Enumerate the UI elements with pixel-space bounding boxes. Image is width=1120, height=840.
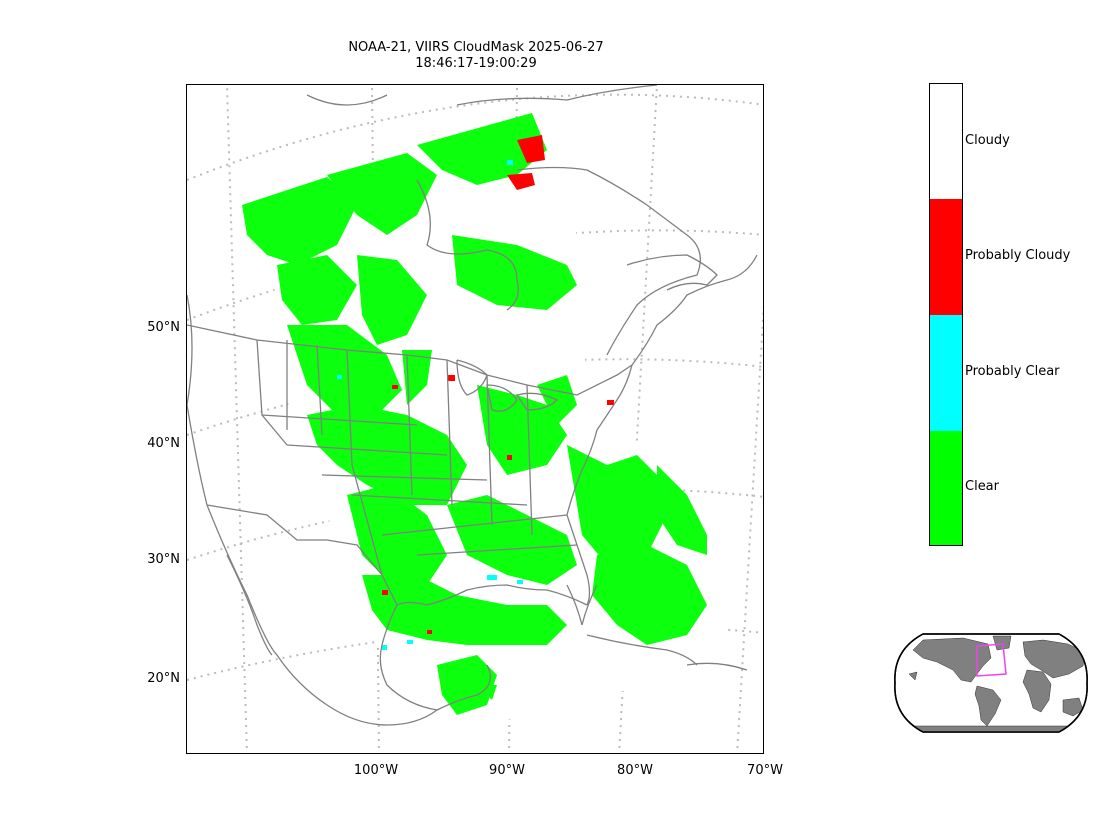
colorbar-probably-cloudy (930, 199, 962, 315)
colorbar-label-probably-clear: Probably Clear (965, 364, 1060, 379)
lat-label-40: 40°N (147, 436, 180, 451)
map-canvas (187, 85, 763, 753)
lon-label-100w: 100°W (353, 763, 399, 778)
colorbar-label-probably-cloudy: Probably Cloudy (965, 248, 1071, 263)
colorbar-clear (930, 431, 962, 545)
colorbar-cloudy (930, 84, 962, 199)
map-panel[interactable] (186, 84, 764, 754)
colorbar-label-clear: Clear (965, 479, 999, 494)
inset-world-map (894, 633, 1088, 733)
lat-label-50: 50°N (147, 320, 180, 335)
colorbar-probably-clear (930, 315, 962, 431)
lon-label-80w: 80°W (617, 763, 653, 778)
map-title: NOAA-21, VIIRS CloudMask 2025-06-27 18:4… (186, 40, 766, 72)
coastlines (187, 85, 758, 726)
lon-label-90w: 90°W (489, 763, 525, 778)
cloudmask-swath (239, 113, 725, 725)
lat-label-20: 20°N (147, 671, 180, 686)
colorbar (929, 83, 963, 546)
title-line-2: 18:46:17-19:00:29 (415, 56, 537, 71)
inset-region-box (976, 643, 1007, 677)
colorbar-label-cloudy: Cloudy (965, 133, 1010, 148)
graticule (187, 85, 763, 753)
title-line-1: NOAA-21, VIIRS CloudMask 2025-06-27 (348, 40, 604, 55)
lon-label-70w: 70°W (747, 763, 783, 778)
lat-label-30: 30°N (147, 552, 180, 567)
